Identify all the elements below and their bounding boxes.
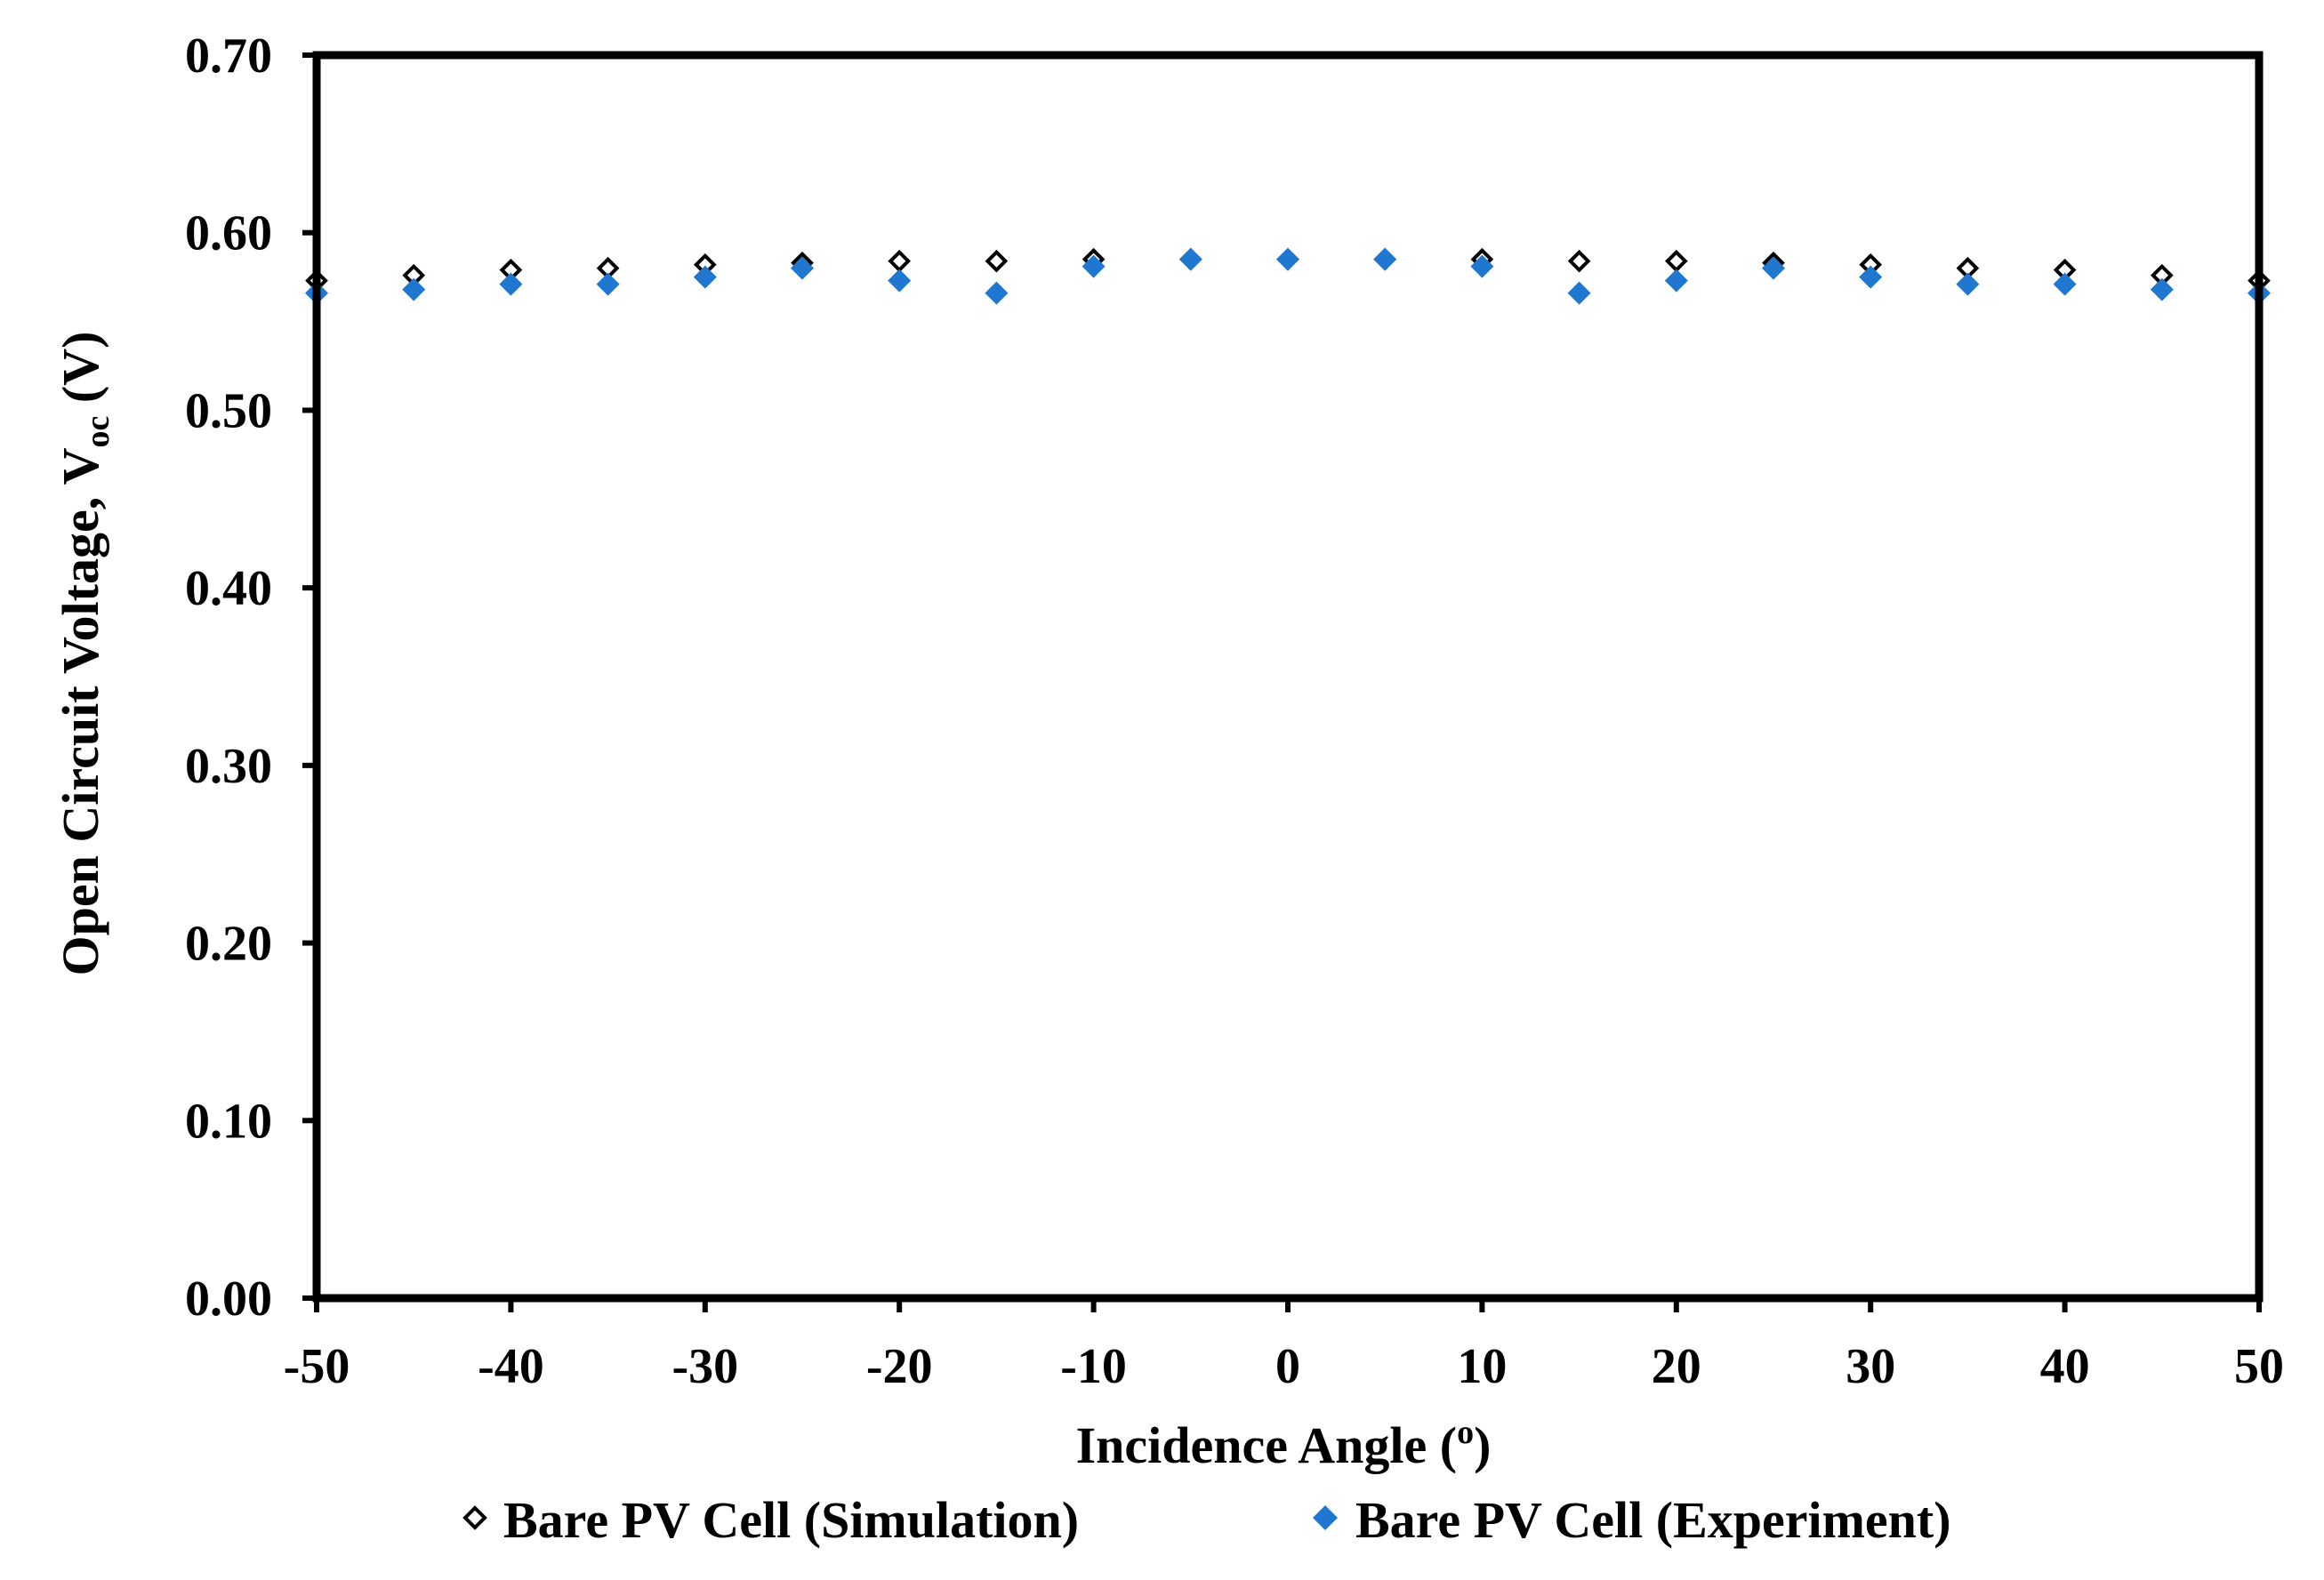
data-point-experiment [1664, 269, 1688, 293]
legend-marker-experiment [1313, 1505, 1338, 1530]
y-tick-label: 0.00 [185, 1271, 272, 1327]
data-point-experiment [402, 277, 426, 301]
legend: Bare PV Cell (Simulation) Bare PV Cell (… [462, 1491, 1951, 1549]
y-tick-label: 0.60 [185, 206, 272, 261]
data-point-experiment [888, 269, 912, 293]
data-point-experiment [1082, 254, 1106, 278]
data-point-experiment [1373, 247, 1397, 271]
plot-area-frame [312, 51, 2264, 1303]
data-point-simulation [985, 249, 1009, 273]
x-tick-label: 40 [2040, 1339, 2090, 1394]
x-tick-label: 10 [1457, 1339, 1507, 1394]
x-axis-title: Incidence Angle (o) [1076, 1414, 1492, 1474]
x-tick-label: 30 [1846, 1339, 1895, 1394]
y-tick-label: 0.10 [185, 1094, 272, 1149]
x-tick-label: -20 [866, 1339, 933, 1394]
data-point-experiment [791, 256, 814, 280]
data-point-experiment [596, 272, 620, 296]
x-tick-label: 0 [1275, 1339, 1300, 1394]
x-tick-label: -40 [478, 1339, 544, 1394]
series-experiment [305, 247, 2271, 305]
data-point-experiment [693, 265, 717, 289]
x-tick-label: 20 [1652, 1339, 1701, 1394]
data-point-experiment [1470, 254, 1494, 278]
x-tick-label: -10 [1060, 1339, 1127, 1394]
data-point-experiment [985, 281, 1009, 305]
y-tick-label: 0.30 [185, 739, 272, 794]
y-axis-title: Open Circuit Voltage, Voc (V) [52, 332, 117, 976]
y-tick-label: 0.20 [185, 917, 272, 972]
data-point-experiment [1178, 247, 1202, 271]
data-point-simulation [1567, 249, 1591, 273]
data-point-experiment [1276, 247, 1299, 271]
y-axis-title-subscript: oc [79, 416, 117, 448]
y-tick-label: 0.50 [185, 383, 272, 438]
data-point-experiment [2150, 277, 2174, 301]
y-axis-title-main: Open Circuit Voltage, V [52, 447, 109, 975]
y-tick-label: 0.40 [185, 561, 272, 616]
x-axis-title-end: ) [1474, 1416, 1491, 1474]
data-point-experiment [1859, 265, 1883, 289]
data-point-experiment [1567, 281, 1591, 305]
data-point-experiment [1956, 272, 1980, 296]
legend-label-simulation: Bare PV Cell (Simulation) [503, 1491, 1079, 1549]
x-tick-label: -50 [284, 1339, 350, 1394]
y-axis-ticks: 0.00 0.10 0.20 0.30 0.40 0.50 0.60 0.70 [185, 28, 317, 1327]
x-axis-ticks: -50 -40 -30 -20 -10 0 10 20 30 40 50 [284, 1298, 2284, 1394]
x-axis-title-main: Incidence Angle ( [1076, 1416, 1458, 1474]
y-axis-title-unit: (V) [52, 332, 109, 416]
data-point-experiment [2053, 272, 2077, 296]
legend-marker-simulation [462, 1505, 487, 1530]
x-axis-title-superscript: o [1457, 1414, 1474, 1451]
data-point-experiment [499, 272, 523, 296]
x-tick-label: -30 [671, 1339, 738, 1394]
data-point-experiment [1762, 256, 1785, 280]
x-tick-label: 50 [2234, 1339, 2284, 1394]
y-tick-label: 0.70 [185, 28, 272, 84]
legend-label-experiment: Bare PV Cell (Experiment) [1355, 1491, 1951, 1549]
